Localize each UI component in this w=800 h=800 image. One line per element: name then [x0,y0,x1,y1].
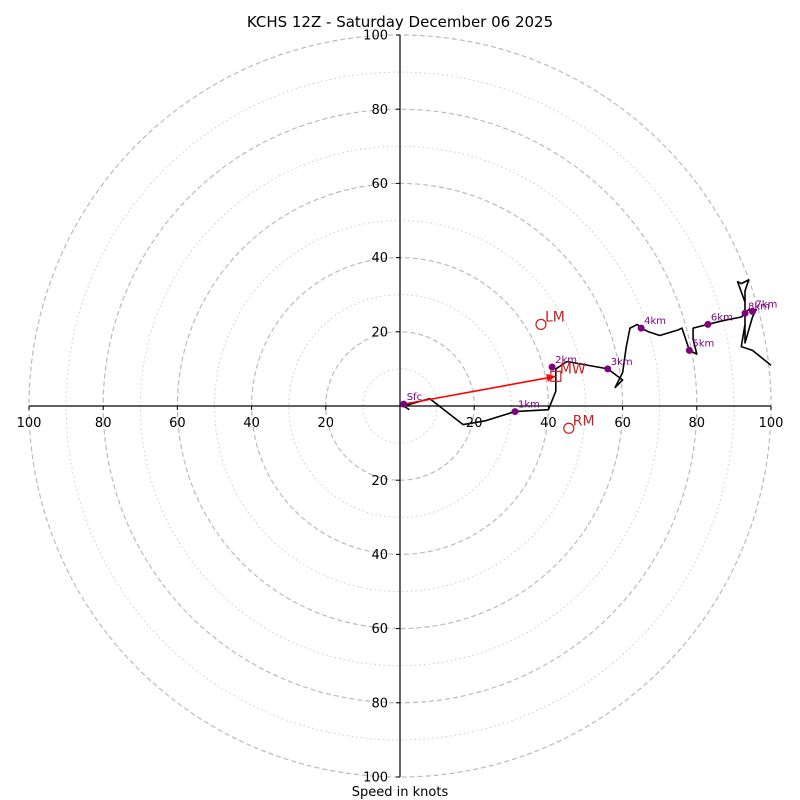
x-tick-label: 40 [540,416,557,431]
storm-motion-markers: LM RM MW [535,309,595,434]
storm-motion-label-RM: RM [573,413,595,429]
y-tick-label: 20 [371,474,388,489]
height-label-8km: 8km [748,301,770,312]
height-label-6km: 6km [711,312,733,323]
y-tick-label: 100 [363,29,388,44]
storm-motion-marker-RM [563,422,575,434]
chart-title: KCHS 12Z - Saturday December 06 2025 [247,13,553,31]
height-marker-5km [685,346,693,354]
height-label-3km: 3km [611,357,633,368]
tick-labels: 100 80 60 40 20 20 40 60 80 100204060801002040608… [17,29,784,786]
mean-wind-marker [550,370,562,382]
y-tick-label: 80 [371,696,388,711]
y-tick-label: 40 [371,251,388,266]
x-tick-label: 60 [169,416,186,431]
y-tick-label: 60 [371,177,388,192]
height-marker-7km [748,307,756,315]
height-label-5km: 5km [692,338,714,349]
y-tick-label: 80 [371,103,388,118]
y-tick-label: 40 [371,548,388,563]
storm-motion-label-MW: MW [560,361,586,377]
x-tick-label: 40 [243,416,260,431]
axes [29,35,771,777]
x-tick-label: 80 [689,416,706,431]
y-tick-label: 20 [371,325,388,340]
x-tick-label: 60 [614,416,631,431]
x-tick-label: 20 [318,416,335,431]
height-label-7km: 7km [755,299,777,310]
x-tick-label: 100 [759,416,784,431]
series-group [402,279,772,426]
hodograph-line [402,279,772,426]
x-axis-label: Speed in knots [352,785,449,800]
height-label-2km: 2km [555,355,577,366]
height-label-Sfc: Sfc [407,392,422,403]
storm-motion-marker-LM [535,318,547,330]
y-tick-label: 60 [371,622,388,637]
height-marker-Sfc [400,400,408,408]
x-tick-label: 80 [95,416,112,431]
height-marker-1km [511,408,519,416]
storm-motion-label-LM: LM [545,309,565,325]
height-marker-6km [704,320,712,328]
x-tick-label: 100 [17,416,42,431]
y-tick-label: 100 [363,771,388,786]
height-marker-4km [637,324,645,332]
height-label-4km: 4km [644,316,666,327]
height-label-1km: 1km [518,400,540,411]
height-marker-8km [741,309,749,317]
shear-vector-line [403,375,556,405]
height-marker-2km [548,363,556,371]
height-marker-3km [604,365,612,373]
